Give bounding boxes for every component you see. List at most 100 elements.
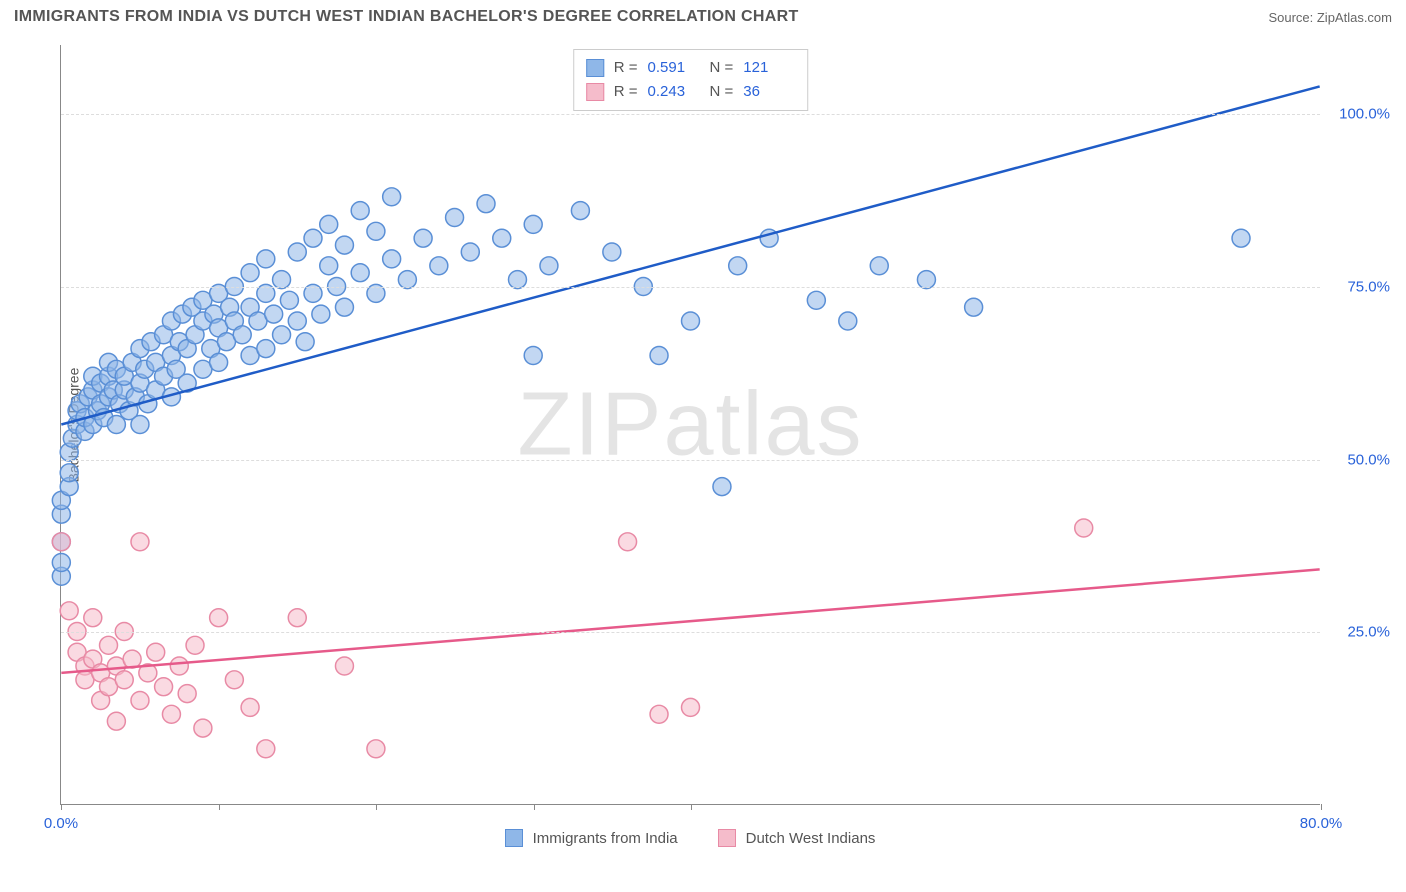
data-point <box>60 602 78 620</box>
legend-row-series-0: R = 0.591 N = 121 <box>586 56 796 80</box>
data-point <box>100 636 118 654</box>
data-point <box>1232 229 1250 247</box>
data-point <box>477 195 495 213</box>
data-point <box>210 353 228 371</box>
y-tick-label: 50.0% <box>1347 451 1390 468</box>
data-point <box>367 222 385 240</box>
swatch-icon <box>718 829 736 847</box>
data-point <box>571 202 589 220</box>
data-point <box>335 298 353 316</box>
data-point <box>446 209 464 227</box>
gridline <box>61 632 1320 633</box>
data-point <box>839 312 857 330</box>
data-point <box>233 326 251 344</box>
data-point <box>524 347 542 365</box>
data-point <box>682 698 700 716</box>
data-point <box>650 705 668 723</box>
data-point <box>288 312 306 330</box>
gridline <box>61 114 1320 115</box>
data-point <box>430 257 448 275</box>
data-point <box>493 229 511 247</box>
data-point <box>225 671 243 689</box>
x-tick-mark <box>534 804 535 810</box>
data-point <box>351 202 369 220</box>
data-point <box>60 464 78 482</box>
data-point <box>241 264 259 282</box>
data-point <box>729 257 747 275</box>
data-point <box>603 243 621 261</box>
y-tick-label: 25.0% <box>1347 624 1390 641</box>
x-tick-mark <box>61 804 62 810</box>
data-point <box>965 298 983 316</box>
data-point <box>288 609 306 627</box>
data-point <box>650 347 668 365</box>
data-point <box>241 698 259 716</box>
data-point <box>524 215 542 233</box>
y-tick-label: 100.0% <box>1339 106 1390 123</box>
chart-title: IMMIGRANTS FROM INDIA VS DUTCH WEST INDI… <box>14 8 799 26</box>
data-point <box>107 712 125 730</box>
data-point <box>682 312 700 330</box>
data-point <box>461 243 479 261</box>
data-point <box>162 705 180 723</box>
correlation-legend: R = 0.591 N = 121 R = 0.243 N = 36 <box>573 49 809 111</box>
data-point <box>210 609 228 627</box>
data-point <box>52 533 70 551</box>
legend-item-series-1: Dutch West Indians <box>718 829 876 847</box>
x-tick-mark <box>376 804 377 810</box>
data-point <box>367 740 385 758</box>
swatch-icon <box>586 59 604 77</box>
x-tick-mark <box>691 804 692 810</box>
data-point <box>1075 519 1093 537</box>
data-point <box>713 478 731 496</box>
data-point <box>170 657 188 675</box>
data-point <box>186 636 204 654</box>
data-point <box>870 257 888 275</box>
data-point <box>304 229 322 247</box>
data-point <box>540 257 558 275</box>
data-point <box>257 740 275 758</box>
data-point <box>288 243 306 261</box>
plot-region: ZIPatlas R = 0.591 N = 121 R = 0.243 N =… <box>60 45 1320 805</box>
data-point <box>383 250 401 268</box>
data-point <box>115 671 133 689</box>
data-point <box>257 340 275 358</box>
x-tick-mark <box>219 804 220 810</box>
legend-item-series-0: Immigrants from India <box>505 829 678 847</box>
gridline <box>61 287 1320 288</box>
data-point <box>320 257 338 275</box>
data-point <box>296 333 314 351</box>
data-point <box>178 685 196 703</box>
data-point <box>155 678 173 696</box>
data-point <box>131 533 149 551</box>
data-point <box>131 692 149 710</box>
data-point <box>383 188 401 206</box>
data-point <box>52 554 70 572</box>
source-label: Source: ZipAtlas.com <box>1268 10 1392 25</box>
scatter-svg <box>61 45 1320 804</box>
data-point <box>107 416 125 434</box>
data-point <box>273 326 291 344</box>
chart-area: Bachelor's Degree ZIPatlas R = 0.591 N =… <box>60 45 1320 805</box>
data-point <box>84 609 102 627</box>
data-point <box>194 719 212 737</box>
series-legend: Immigrants from India Dutch West Indians <box>60 829 1320 847</box>
swatch-icon <box>586 83 604 101</box>
data-point <box>351 264 369 282</box>
data-point <box>335 657 353 675</box>
data-point <box>257 250 275 268</box>
regression-line <box>61 569 1319 673</box>
data-point <box>147 643 165 661</box>
data-point <box>131 416 149 434</box>
data-point <box>619 533 637 551</box>
data-point <box>280 291 298 309</box>
data-point <box>414 229 432 247</box>
data-point <box>312 305 330 323</box>
data-point <box>320 215 338 233</box>
swatch-icon <box>505 829 523 847</box>
legend-row-series-1: R = 0.243 N = 36 <box>586 80 796 104</box>
data-point <box>335 236 353 254</box>
y-tick-label: 75.0% <box>1347 278 1390 295</box>
regression-line <box>61 86 1319 424</box>
data-point <box>265 305 283 323</box>
